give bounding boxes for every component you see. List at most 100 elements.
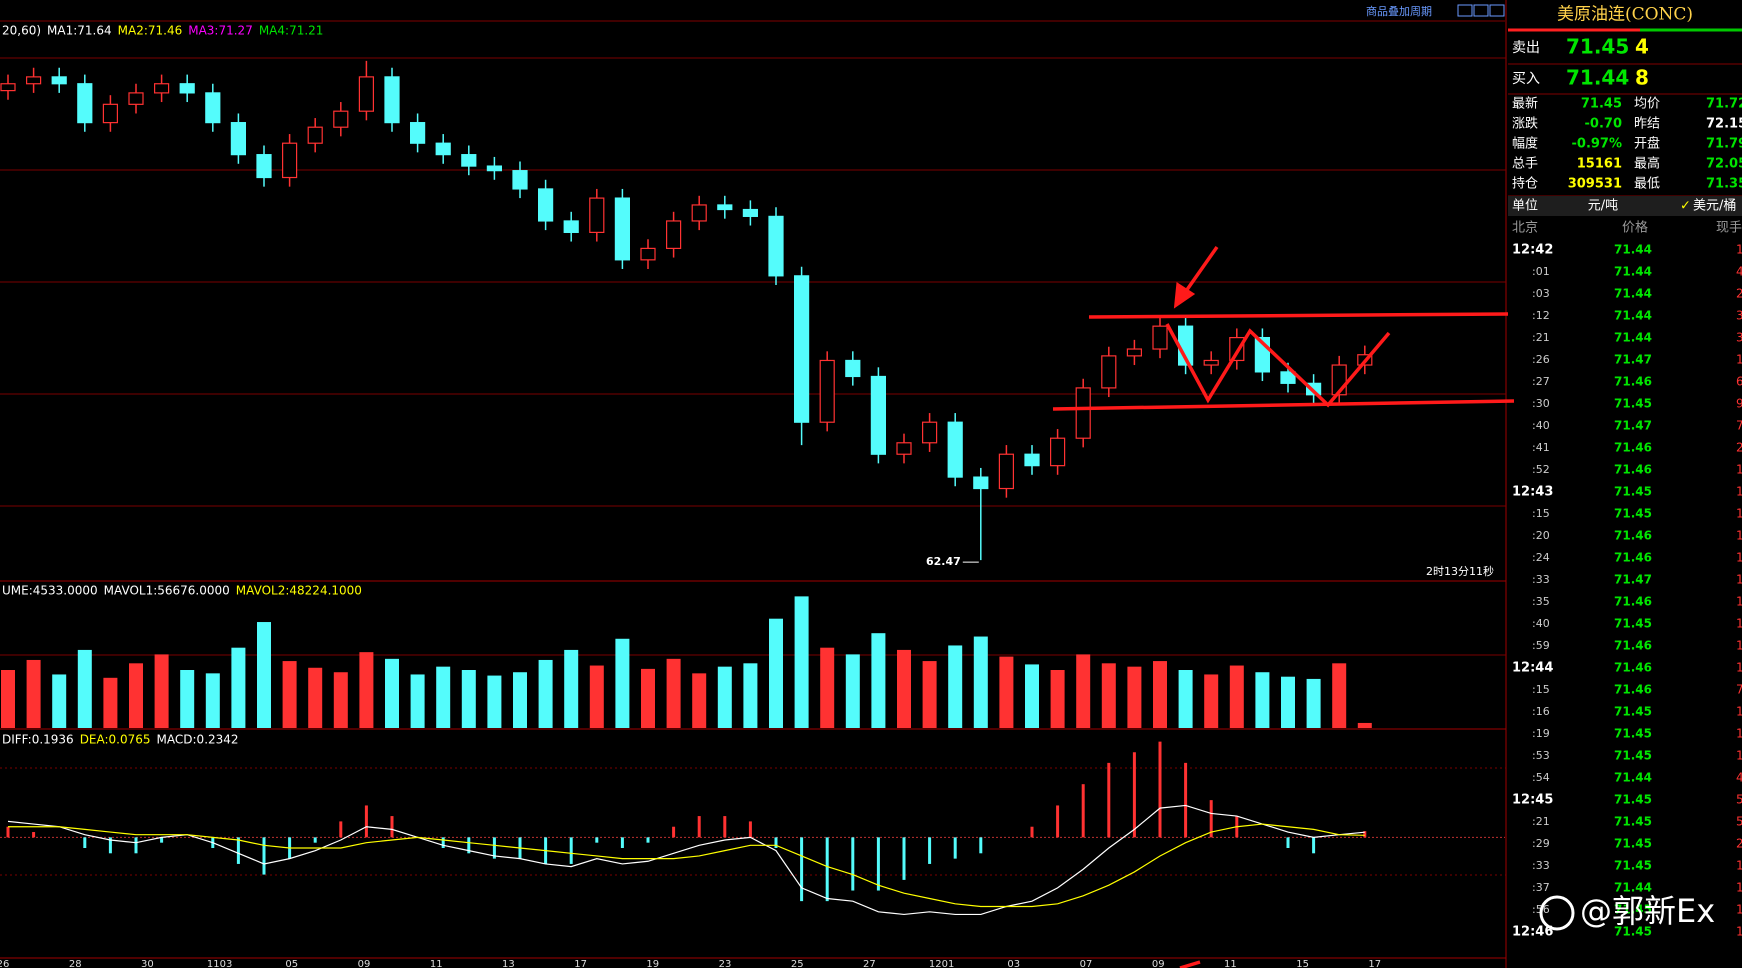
trade-time: :41 <box>1532 441 1550 454</box>
x-tick-label: 15 <box>1296 959 1309 968</box>
trade-price: 71.45 <box>1614 859 1652 873</box>
trade-price: 71.46 <box>1614 375 1652 389</box>
trade-size: 3 <box>1736 309 1742 323</box>
trade-size: 1 <box>1736 485 1742 499</box>
volume-bar <box>1229 665 1244 728</box>
trade-time: :01 <box>1532 265 1550 278</box>
volume-bar <box>333 672 348 728</box>
trade-time: :26 <box>1532 353 1550 366</box>
candle-body <box>51 76 67 85</box>
watermark-logo <box>1539 895 1575 931</box>
trade-price: 71.44 <box>1614 881 1652 895</box>
trade-price: 71.46 <box>1614 529 1652 543</box>
trade-price: 71.44 <box>1614 309 1652 323</box>
zigzag <box>1165 323 1391 408</box>
buy-size: 8 <box>1635 66 1649 90</box>
candle-body <box>819 359 835 423</box>
trade-size: 1 <box>1736 749 1742 763</box>
icon[interactable] <box>1489 4 1505 17</box>
overlay-button[interactable]: 商品叠加 <box>1366 4 1410 18</box>
trade-time: :59 <box>1532 639 1550 652</box>
x-tick-label: 26 <box>0 959 9 968</box>
buy-price: 71.44 <box>1566 66 1629 90</box>
trade-time: :53 <box>1532 749 1550 762</box>
trade-time: :30 <box>1532 397 1550 410</box>
unit-option[interactable]: 元/吨 <box>1588 199 1618 214</box>
stat-label: 均价 <box>1634 97 1660 112</box>
stat-value: 15161 <box>1577 157 1622 172</box>
volume-bar <box>154 654 169 728</box>
trade-price: 71.45 <box>1614 507 1652 521</box>
stat-value: 309531 <box>1568 177 1622 192</box>
volume-bar <box>308 667 323 728</box>
volume-bar <box>1281 676 1295 728</box>
trade-price: 71.44 <box>1614 243 1652 257</box>
candle-body <box>998 453 1015 490</box>
stat-value: 71.79 <box>1706 137 1742 152</box>
candle-body <box>230 122 246 156</box>
volume-bar <box>1178 670 1193 728</box>
trade-size: 2 <box>1736 287 1742 301</box>
x-tick-label: 27 <box>863 959 876 968</box>
indicator-label: DIFF:0.1936 <box>2 733 74 747</box>
volume-bar <box>897 649 911 728</box>
indicator-label: UME:4533.0000 <box>2 584 98 598</box>
trade-time: 12:43 <box>1512 485 1553 500</box>
trade-time: :40 <box>1532 617 1550 630</box>
volume-bar <box>589 665 604 728</box>
trade-size: 9 <box>1736 397 1742 411</box>
trade-price: 71.45 <box>1614 903 1652 917</box>
candle-body <box>333 110 349 128</box>
trade-price: 71.45 <box>1614 925 1652 939</box>
sell-size: 4 <box>1635 35 1649 59</box>
watermark: @郭新Ex <box>1539 892 1715 931</box>
volume-bar <box>1050 670 1065 728</box>
icon[interactable] <box>1457 4 1473 17</box>
trade-size: 1 <box>1736 881 1742 895</box>
x-tick-label: 09 <box>358 959 371 968</box>
trade-time: :12 <box>1532 309 1550 322</box>
trade-size: 1 <box>1736 903 1742 917</box>
candle-body <box>921 421 938 444</box>
trade-price: 71.45 <box>1614 397 1652 411</box>
candle-body <box>461 154 477 167</box>
trade-price: 71.46 <box>1614 441 1652 455</box>
trade-size: 7 <box>1736 419 1742 433</box>
trade-time: :24 <box>1532 551 1550 564</box>
volume-bar <box>1 670 15 728</box>
unit-option[interactable]: 美元/桶 <box>1693 199 1736 214</box>
volume-bar <box>103 677 118 728</box>
trade-price: 71.47 <box>1614 573 1652 587</box>
period-button[interactable]: 周期 <box>1410 5 1432 18</box>
volume-bar <box>1101 663 1116 728</box>
trade-time: :37 <box>1532 881 1550 894</box>
trade-price: 71.46 <box>1614 551 1652 565</box>
x-tick-label: 07 <box>1080 959 1093 968</box>
stat-label: 涨跌 <box>1512 116 1538 132</box>
x-tick-label: 19 <box>646 959 659 968</box>
trade-size: 1 <box>1736 551 1742 565</box>
trade-size: 2 <box>1736 441 1742 455</box>
panel-frames <box>0 0 1507 968</box>
volume-bar <box>52 674 67 728</box>
trade-size: 1 <box>1736 661 1742 675</box>
stat-label: 总手 <box>1512 157 1538 172</box>
candle-body <box>358 76 374 112</box>
volume-bar <box>1332 663 1347 728</box>
candle-body <box>768 215 784 277</box>
trade-time: :52 <box>1532 463 1550 476</box>
candle-body <box>1126 348 1143 357</box>
candle-body <box>102 103 119 124</box>
volume-bar <box>1204 674 1219 728</box>
trade-time: :40 <box>1532 419 1550 432</box>
trade-size: 4 <box>1736 771 1742 785</box>
x-tick-label: 13 <box>502 959 515 968</box>
volume-bar <box>564 649 579 728</box>
icon[interactable] <box>1473 4 1489 17</box>
toolbar-icons[interactable] <box>1457 4 1505 17</box>
trade-price: 71.45 <box>1614 815 1652 829</box>
volume-bar <box>615 638 630 728</box>
unit-bar <box>1508 196 1742 216</box>
trade-price: 71.46 <box>1614 595 1652 609</box>
candle-body <box>77 83 93 124</box>
